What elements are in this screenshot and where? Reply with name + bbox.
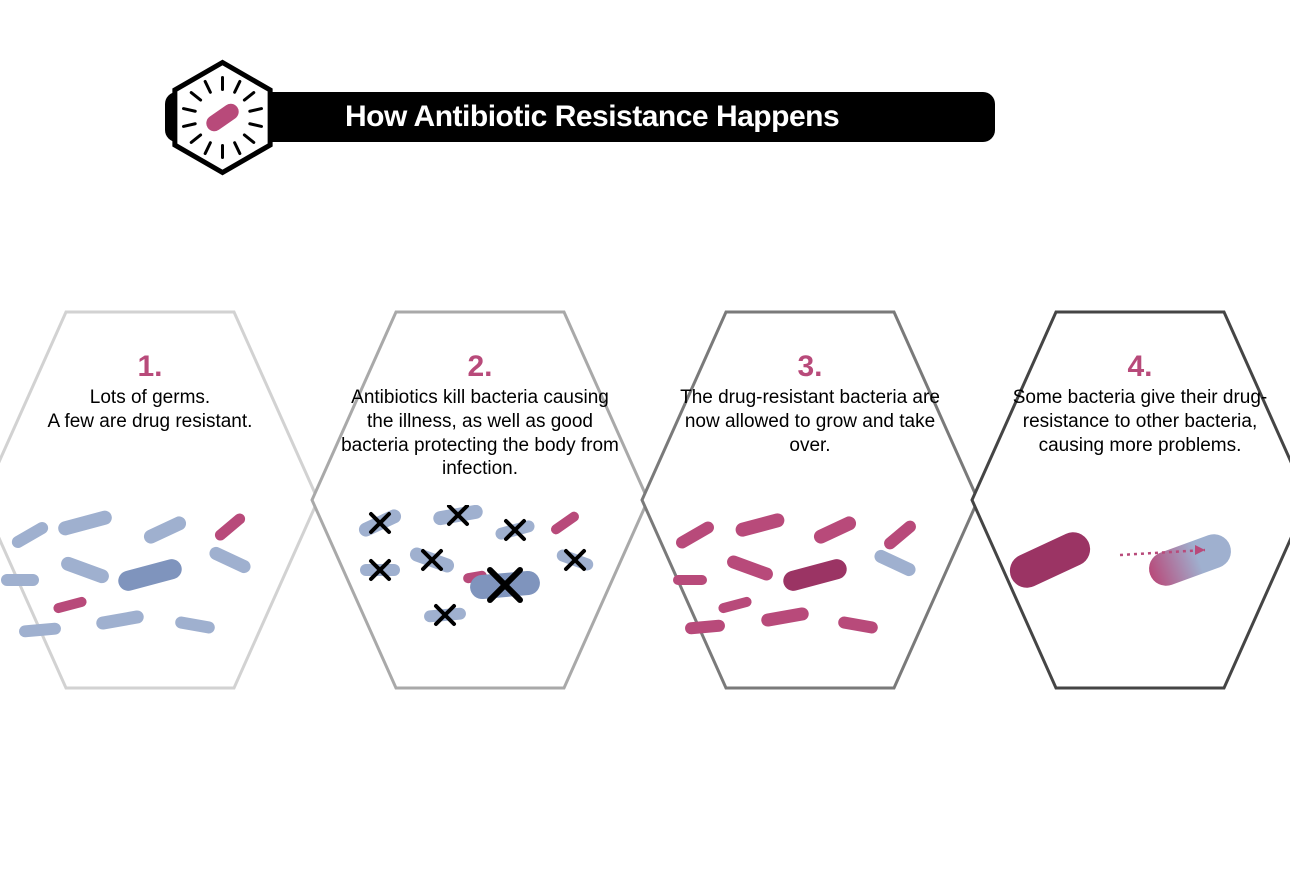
panel-illustration <box>0 505 340 675</box>
header: How Antibiotic Resistance Happens <box>115 80 995 150</box>
panel-description: The drug-resistant bacteria are now allo… <box>670 386 950 457</box>
panel-text: 1.Lots of germs.A few are drug resistant… <box>0 350 320 434</box>
panels-row: 1.Lots of germs.A few are drug resistant… <box>0 310 1290 690</box>
panel-illustration <box>990 505 1290 675</box>
panel-text: 2.Antibiotics kill bacteria causing the … <box>310 350 650 481</box>
panel-step-3: 3.The drug-resistant bacteria are now al… <box>640 310 980 690</box>
panel-step-1: 1.Lots of germs.A few are drug resistant… <box>0 310 320 690</box>
panel-illustration <box>330 505 670 675</box>
panel-number: 1. <box>10 350 290 384</box>
panel-text: 3.The drug-resistant bacteria are now al… <box>640 350 980 457</box>
panel-step-4: 4.Some bacteria give their drug-resistan… <box>970 310 1290 690</box>
panel-text: 4.Some bacteria give their drug-resistan… <box>970 350 1290 457</box>
page-title: How Antibiotic Resistance Happens <box>345 100 839 134</box>
panel-illustration <box>660 505 1000 675</box>
panel-number: 2. <box>340 350 620 384</box>
panel-number: 4. <box>1000 350 1280 384</box>
panel-description: Antibiotics kill bacteria causing the il… <box>340 386 620 481</box>
panel-description: Some bacteria give their drug-resistance… <box>1000 386 1280 457</box>
panel-step-2: 2.Antibiotics kill bacteria causing the … <box>310 310 650 690</box>
panel-description: Lots of germs.A few are drug resistant. <box>10 386 290 434</box>
panel-number: 3. <box>670 350 950 384</box>
header-hex-icon <box>155 50 290 185</box>
